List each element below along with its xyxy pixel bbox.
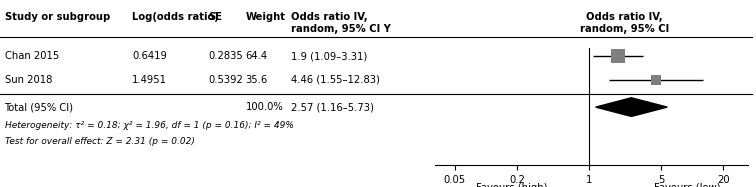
Text: 1.4951: 1.4951 [132,75,167,85]
Text: SE: SE [208,12,222,22]
Text: Favours (high): Favours (high) [476,183,548,187]
Text: Chan 2015: Chan 2015 [5,51,59,61]
Text: 0.5392: 0.5392 [208,75,243,85]
Text: 1.9 (1.09–3.31): 1.9 (1.09–3.31) [291,51,367,61]
Text: random, 95% CI: random, 95% CI [580,24,669,34]
Text: Total (95% CI): Total (95% CI) [5,102,73,112]
Polygon shape [596,98,668,117]
Text: 35.6: 35.6 [246,75,268,85]
Text: 0.2835: 0.2835 [208,51,243,61]
Text: Heterogeneity: τ² = 0.18; χ² = 1.96, df = 1 (p = 0.16); I² = 49%: Heterogeneity: τ² = 0.18; χ² = 1.96, df … [5,121,293,130]
Text: Study or subgroup: Study or subgroup [5,12,110,22]
Text: Weight: Weight [246,12,286,22]
Point [612,55,624,58]
Text: 64.4: 64.4 [246,51,268,61]
Text: 4.46 (1.55–12.83): 4.46 (1.55–12.83) [291,75,380,85]
Text: Odds ratio IV,: Odds ratio IV, [586,12,663,22]
Text: 100.0%: 100.0% [246,102,284,112]
Text: Odds ratio IV,: Odds ratio IV, [291,12,367,22]
Text: 0.6419: 0.6419 [132,51,167,61]
Point [650,78,662,81]
Text: 2.57 (1.16–5.73): 2.57 (1.16–5.73) [291,102,374,112]
Text: random, 95% CI Y: random, 95% CI Y [291,24,391,34]
Text: Sun 2018: Sun 2018 [5,75,52,85]
Text: Favours (low): Favours (low) [654,183,720,187]
Text: Test for overall effect: Z = 2.31 (p = 0.02): Test for overall effect: Z = 2.31 (p = 0… [5,137,194,146]
Text: Log(odds ratio): Log(odds ratio) [132,12,219,22]
